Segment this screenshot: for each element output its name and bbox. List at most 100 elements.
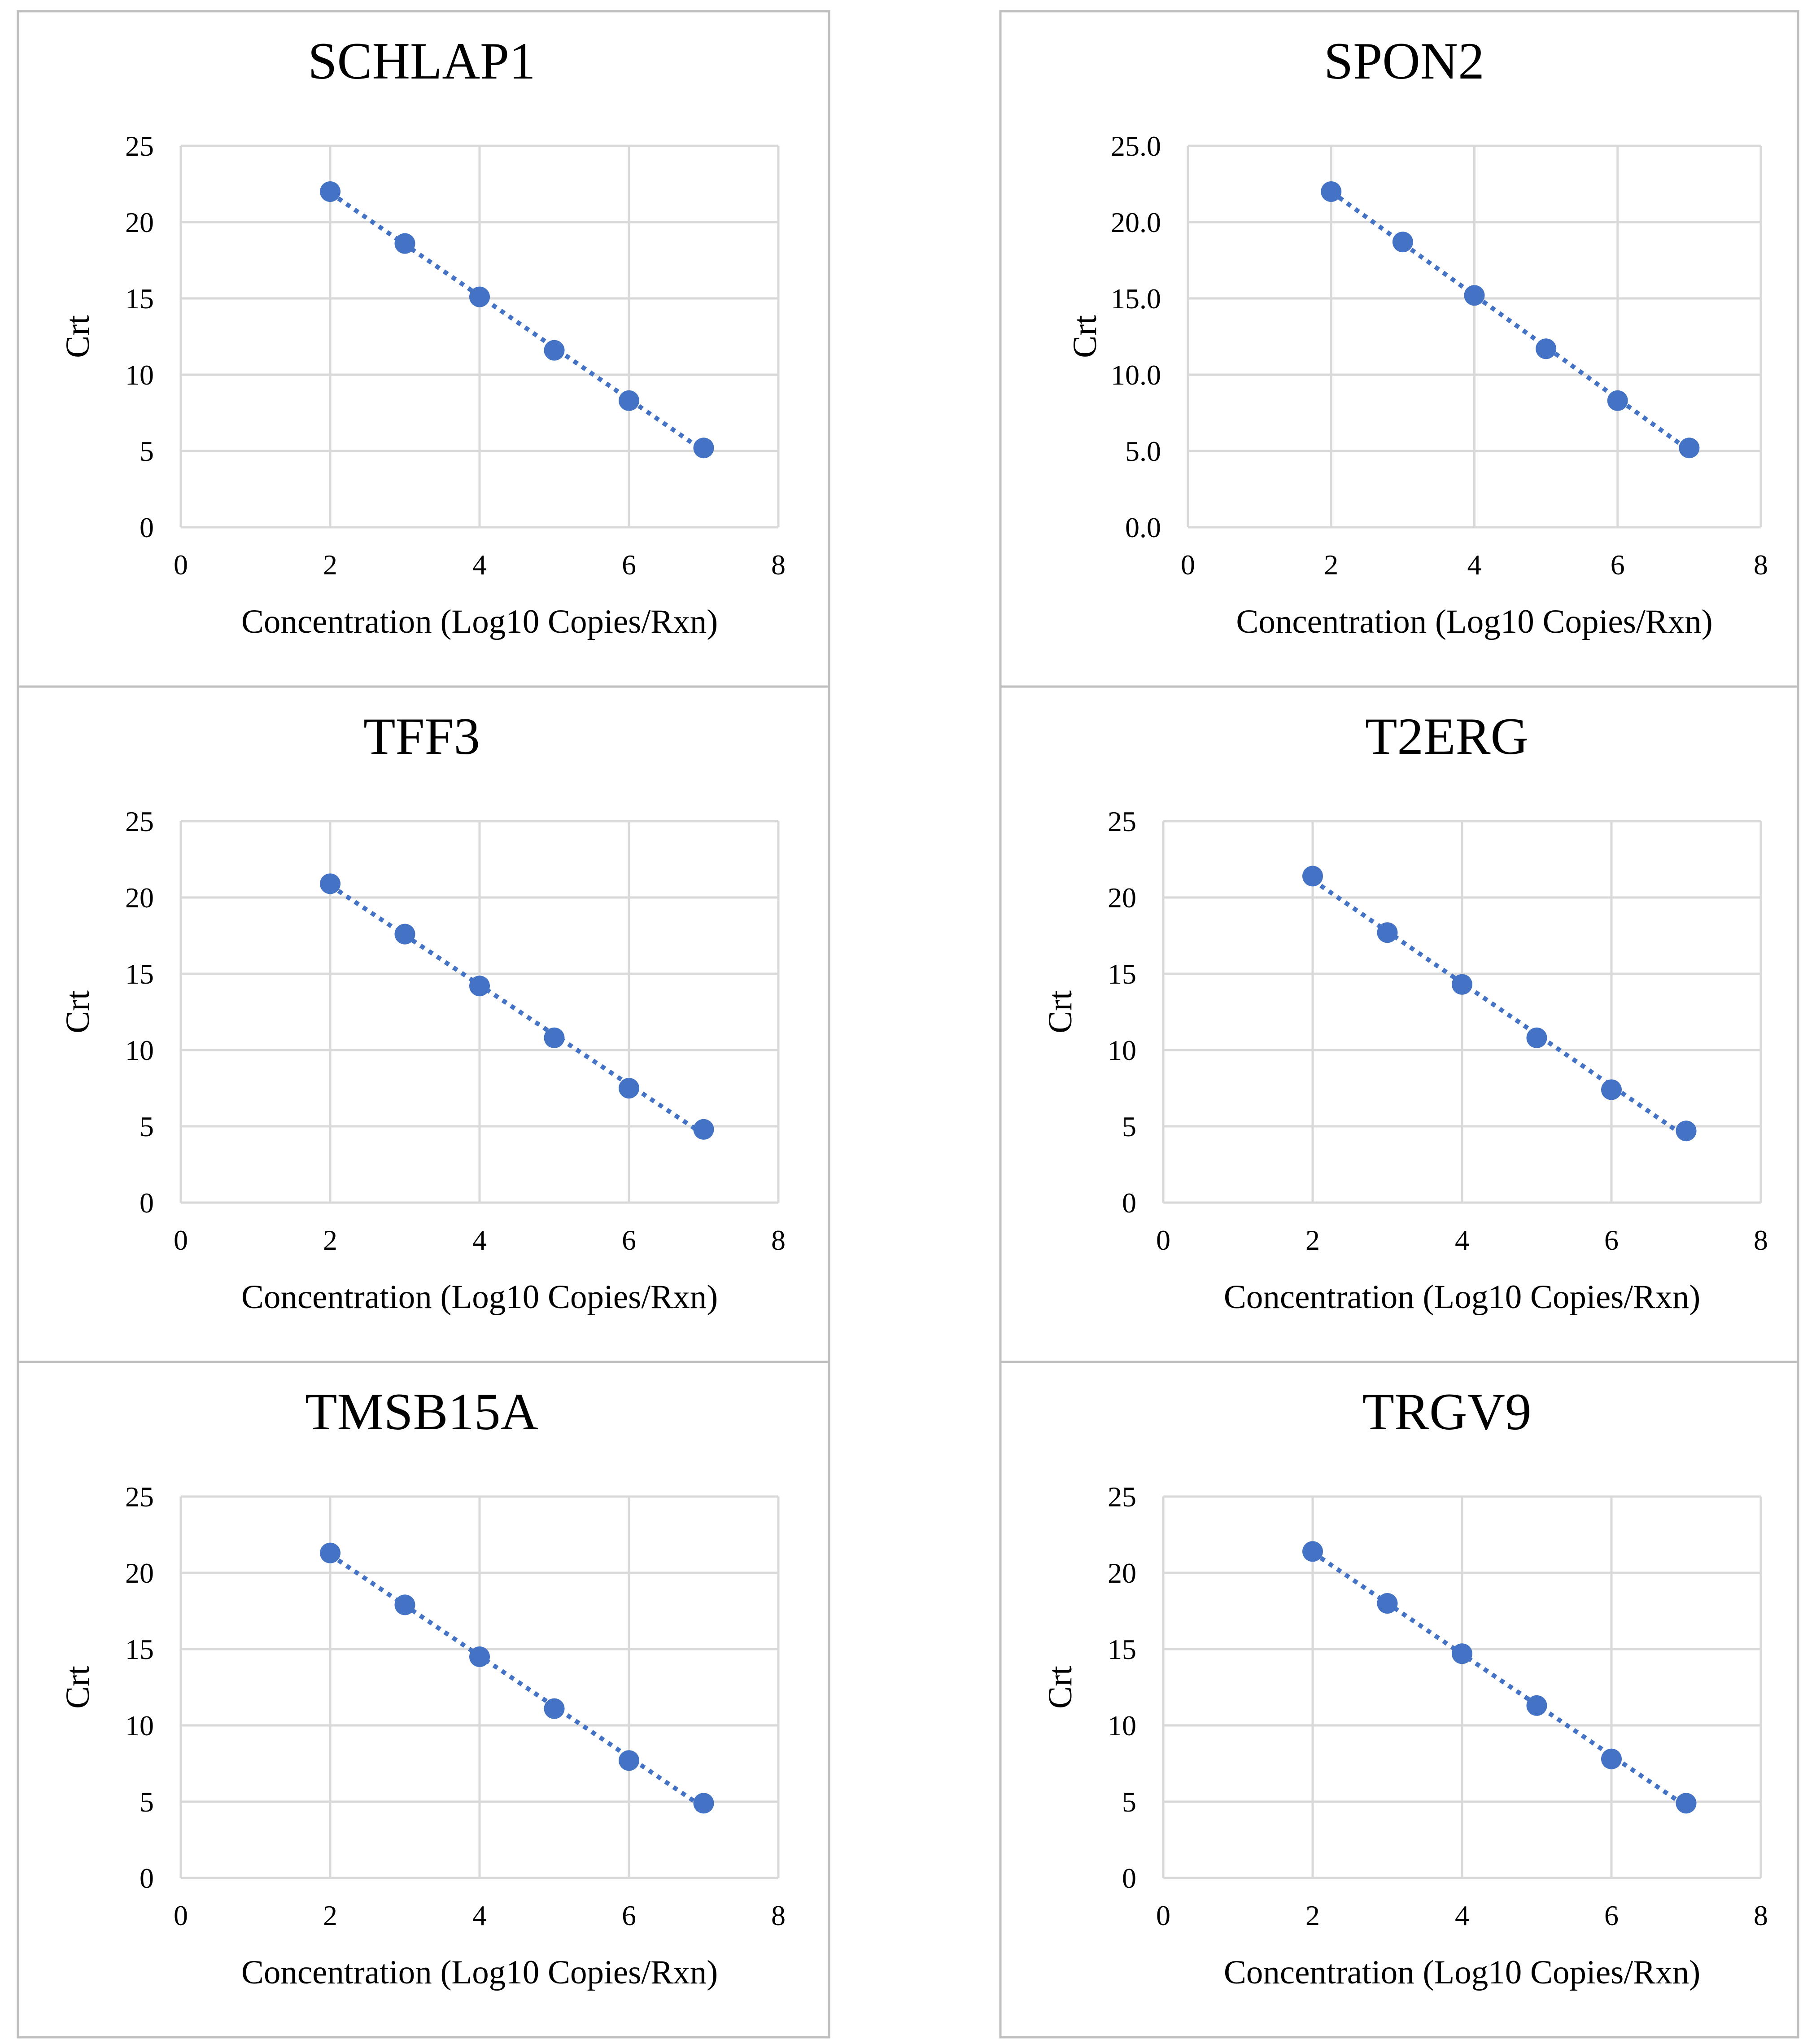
chart-2-ytick-label: 0.0 xyxy=(1125,512,1161,543)
chart-1-x-axis-label: Concentration (Log10 Copies/Rxn) xyxy=(241,603,718,640)
chart-6-panel: TRGV9 0 5 10 15 20 25 0 2 4 6 8 Concentration (Log10… xyxy=(999,1361,1799,2039)
chart-5-xtick-label: 8 xyxy=(771,1900,786,1931)
chart-6-xtick-label: 0 xyxy=(1156,1900,1170,1931)
chart-3-panel: TFF3 0 5 10 15 20 25 0 2 4 6 8 Concentration (Log10 … xyxy=(17,685,830,1363)
chart-1-point-6 xyxy=(693,438,714,459)
chart-6-ytick-label: 5 xyxy=(1122,1786,1136,1818)
chart-3-point-5 xyxy=(619,1078,639,1099)
chart-3-ytick-label: 5 xyxy=(140,1111,154,1142)
chart-1-y-axis-label: Crt xyxy=(59,315,96,358)
chart-5-point-5 xyxy=(619,1750,639,1771)
chart-3-xtick-label: 0 xyxy=(174,1224,188,1256)
chart-3-point-3 xyxy=(469,976,490,997)
chart-1-ytick-label: 5 xyxy=(140,435,154,467)
chart-5-point-1 xyxy=(320,1542,340,1563)
chart-2-panel: SPON2 0.0 5.0 10.0 15.0 20.0 25.0 0 2 4 6 8 Concentr… xyxy=(999,10,1799,688)
chart-2-point-1 xyxy=(1321,181,1342,202)
chart-3-point-1 xyxy=(320,873,340,894)
chart-6-trendline xyxy=(1311,1550,1688,1808)
chart-2-ytick-label: 15.0 xyxy=(1111,283,1161,315)
chart-2-point-2 xyxy=(1392,232,1413,253)
chart-6-x-axis-label: Concentration (Log10 Copies/Rxn) xyxy=(1224,1954,1700,1991)
chart-3-y-axis-label: Crt xyxy=(59,990,96,1033)
chart-3-ytick-label: 10 xyxy=(125,1034,154,1066)
chart-5-point-2 xyxy=(394,1594,415,1615)
chart-5-xtick-label: 0 xyxy=(174,1900,188,1931)
chart-5-title: TMSB15A xyxy=(305,1383,538,1441)
chart-4-title: T2ERG xyxy=(1365,708,1528,766)
chart-4-xtick-label: 0 xyxy=(1156,1224,1170,1256)
chart-2-ytick-label: 20.0 xyxy=(1111,206,1161,238)
chart-4-point-5 xyxy=(1601,1079,1622,1100)
chart-6-ytick-label: 15 xyxy=(1108,1633,1136,1665)
chart-6-point-4 xyxy=(1526,1695,1547,1716)
chart-2-point-5 xyxy=(1607,390,1628,411)
chart-5-ytick-label: 20 xyxy=(125,1557,154,1589)
chart-5-frame xyxy=(17,1361,830,2039)
chart-6-ytick-label: 10 xyxy=(1108,1710,1136,1742)
chart-5-xtick-label: 4 xyxy=(472,1900,487,1931)
chart-1-ytick-label: 0 xyxy=(140,512,154,543)
chart-1-point-2 xyxy=(394,233,415,254)
chart-3-point-2 xyxy=(394,924,415,945)
chart-6-point-2 xyxy=(1377,1593,1398,1614)
chart-4-panel: T2ERG 0 5 10 15 20 25 0 2 4 6 8 Concentration (Log10… xyxy=(999,685,1799,1363)
chart-6-title: TRGV9 xyxy=(1362,1383,1532,1441)
chart-4-point-2 xyxy=(1377,922,1398,943)
chart-1-xtick-label: 2 xyxy=(323,549,337,581)
chart-1-ytick-label: 25 xyxy=(125,130,154,162)
chart-4-y-axis-label: Crt xyxy=(1042,990,1079,1033)
chart-1-xtick-label: 0 xyxy=(174,549,188,581)
chart-4-point-4 xyxy=(1526,1027,1547,1048)
chart-3-point-6 xyxy=(693,1119,714,1140)
chart-3-ytick-label: 15 xyxy=(125,958,154,990)
chart-3-xtick-label: 6 xyxy=(622,1224,636,1256)
chart-4-xtick-label: 6 xyxy=(1604,1224,1619,1256)
chart-1-ytick-label: 10 xyxy=(125,359,154,391)
chart-2-point-3 xyxy=(1464,285,1485,306)
chart-2-y-axis-label: Crt xyxy=(1066,315,1104,358)
chart-6-point-1 xyxy=(1302,1541,1323,1562)
chart-2-xtick-label: 2 xyxy=(1324,549,1338,581)
chart-6-xtick-label: 8 xyxy=(1754,1900,1768,1931)
chart-5-trendline xyxy=(329,1553,705,1810)
chart-3-point-4 xyxy=(544,1027,565,1048)
chart-1-point-5 xyxy=(619,390,639,411)
chart-6-ytick-label: 0 xyxy=(1122,1862,1136,1894)
chart-4-trendline xyxy=(1311,878,1688,1139)
chart-2-ytick-label: 10.0 xyxy=(1111,359,1161,391)
chart-4-ytick-label: 5 xyxy=(1122,1111,1136,1142)
chart-4-xtick-label: 2 xyxy=(1305,1224,1320,1256)
chart-1-ytick-label: 20 xyxy=(125,206,154,238)
chart-4-ytick-label: 25 xyxy=(1108,805,1136,837)
chart-4-xtick-label: 4 xyxy=(1455,1224,1469,1256)
chart-2-point-6 xyxy=(1679,438,1700,459)
chart-5-ytick-label: 0 xyxy=(140,1862,154,1894)
chart-1-point-1 xyxy=(320,181,340,202)
chart-1-xtick-label: 4 xyxy=(472,549,487,581)
chart-2-xtick-label: 0 xyxy=(1181,549,1195,581)
chart-6-point-6 xyxy=(1676,1793,1697,1814)
chart-6-frame xyxy=(999,1361,1799,2039)
chart-6-y-axis-label: Crt xyxy=(1042,1666,1079,1709)
chart-3-ytick-label: 20 xyxy=(125,882,154,914)
chart-6-xtick-label: 2 xyxy=(1305,1900,1320,1931)
chart-3-xtick-label: 8 xyxy=(771,1224,786,1256)
chart-4-ytick-label: 10 xyxy=(1108,1034,1136,1066)
chart-2-frame xyxy=(999,10,1799,688)
chart-2-xtick-label: 4 xyxy=(1467,549,1482,581)
chart-4-point-3 xyxy=(1452,974,1472,995)
chart-6-xtick-label: 6 xyxy=(1604,1900,1619,1931)
chart-5-point-4 xyxy=(544,1698,565,1719)
chart-6-ytick-label: 20 xyxy=(1108,1557,1136,1589)
chart-2-x-axis-label: Concentration (Log10 Copies/Rxn) xyxy=(1236,603,1712,640)
chart-1-panel: SCHLAP1 0 5 10 15 20 25 0 2 4 6 8 Concentration (Log… xyxy=(17,10,830,688)
chart-4-frame xyxy=(999,685,1799,1363)
chart-5-point-6 xyxy=(693,1793,714,1814)
chart-2-point-4 xyxy=(1536,338,1557,359)
chart-6-ytick-label: 25 xyxy=(1108,1481,1136,1513)
chart-3-xtick-label: 4 xyxy=(472,1224,487,1256)
chart-2-trendline xyxy=(1330,190,1691,452)
chart-1-xtick-label: 6 xyxy=(622,549,636,581)
